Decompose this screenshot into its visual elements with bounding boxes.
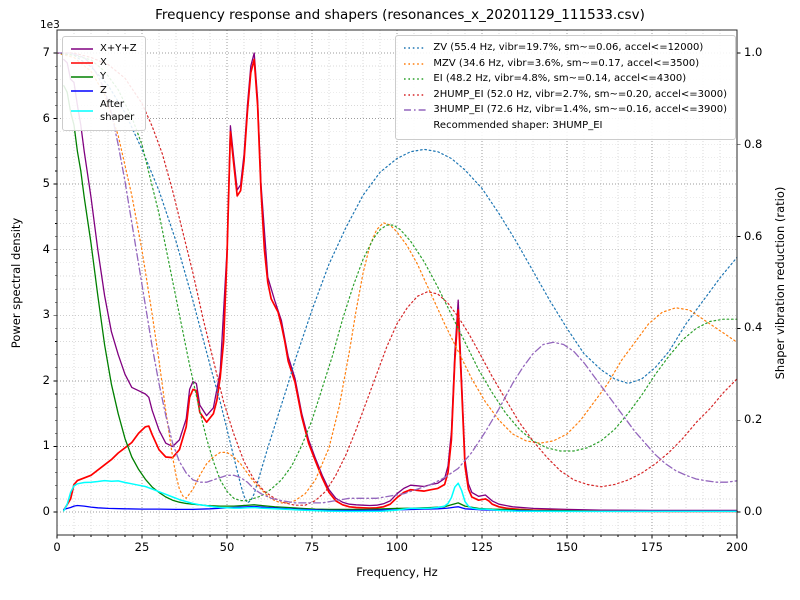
plot-border <box>56 29 738 536</box>
legend-note-spacer <box>403 120 427 132</box>
shaper-3hump-ei-line <box>56 52 738 504</box>
psd-z-line <box>63 504 738 512</box>
x-tick-label: 75 <box>304 540 320 554</box>
y-right-tick-label: 0.2 <box>744 412 763 427</box>
x-tick-label: 125 <box>471 540 493 554</box>
y-axis-label-left: Power spectral density <box>9 217 23 349</box>
legend-item-after-shaper: After shaper <box>70 98 137 124</box>
x-tick-label: 50 <box>219 540 235 554</box>
legend-item-y: Y <box>70 70 137 83</box>
y-left-tick-label: 2 <box>42 372 50 387</box>
y-right-tick-label: 0.8 <box>744 136 763 151</box>
legend-swatch-2hump-ei <box>404 93 427 96</box>
legend-item-y-label: Y <box>100 71 107 82</box>
y-left-tick-label: 7 <box>42 44 50 59</box>
y-left-tick-label: 5 <box>42 176 50 191</box>
legend-item-z: Z <box>70 84 137 97</box>
shaper-zv-line <box>56 52 738 504</box>
legend-swatch-after-shaper <box>71 110 93 112</box>
legend-psd: X+Y+Z X Y Z After shaper <box>62 36 146 131</box>
y-right-tick-label: 0.0 <box>744 504 763 519</box>
psd-after-shaper-line <box>63 479 738 513</box>
y-axis-offset-text: 1e3 <box>40 19 60 31</box>
legend-swatch-y <box>71 75 93 78</box>
y-right-tick-label: 1.0 <box>744 44 763 59</box>
x-tick-label: 100 <box>386 540 408 554</box>
legend-item-ei: EI (48.2 Hz, vibr=4.8%, sm~=0.14, accel<… <box>403 72 727 87</box>
x-tick-label: 200 <box>726 540 748 554</box>
legend-swatch-ei <box>404 78 427 81</box>
legend-item-x-y-z-label: X+Y+Z <box>100 43 137 54</box>
y-left-tick-label: 1 <box>42 438 50 453</box>
legend-item-3hump-ei-label: 3HUMP_EI (72.6 Hz, vibr=1.4%, sm~=0.16, … <box>433 104 727 115</box>
legend-swatch-mzv <box>404 62 427 65</box>
legend-item-2hump-ei-label: 2HUMP_EI (52.0 Hz, vibr=2.7%, sm~=0.20, … <box>433 88 727 100</box>
legend-item-ei-label: EI (48.2 Hz, vibr=4.8%, sm~=0.14, accel<… <box>433 73 687 84</box>
legend-swatch-z <box>71 89 93 92</box>
legend-item-zv-label: ZV (55.4 Hz, vibr=19.7%, sm~=0.06, accel… <box>433 42 704 53</box>
legend-item-x-y-z: X+Y+Z <box>70 42 137 55</box>
x-tick-label: 0 <box>53 540 61 554</box>
legend-swatch-3hump-ei <box>404 109 427 112</box>
x-tick-label: 150 <box>556 540 578 554</box>
legend-item-2hump-ei: 2HUMP_EI (52.0 Hz, vibr=2.7%, sm~=0.20, … <box>403 88 727 103</box>
legend-item-recommended-shaper: Recommended shaper: 3HUMP_EI <box>403 119 727 134</box>
y-right-tick-label: 0.6 <box>744 228 763 243</box>
shaper-mzv-line <box>56 52 738 504</box>
legend-item-x-label: X <box>100 57 107 68</box>
legend-item-zv: ZV (55.4 Hz, vibr=19.7%, sm~=0.06, accel… <box>403 41 727 56</box>
legend-item-x: X <box>70 56 137 69</box>
legend-item-z-label: Z <box>100 85 107 96</box>
legend-item-mzv: MZV (34.6 Hz, vibr=3.6%, sm~=0.17, accel… <box>403 57 727 72</box>
chart-title: Frequency response and shapers (resonanc… <box>155 7 645 23</box>
legend-item-mzv-label: MZV (34.6 Hz, vibr=3.6%, sm~=0.17, accel… <box>433 57 700 69</box>
y-axis-label-right: Shaper vibration reduction (ratio) <box>773 186 787 380</box>
legend-item-recommended-shaper-label: Recommended shaper: 3HUMP_EI <box>433 119 603 131</box>
x-tick-label: 175 <box>641 540 663 554</box>
series-lines <box>56 52 738 513</box>
psd-y-line <box>63 85 738 512</box>
psd-x-line <box>62 58 738 513</box>
legend-item-after-shaper-label: After shaper <box>100 99 135 123</box>
y-left-tick-label: 6 <box>42 110 50 125</box>
y-left-tick-label: 4 <box>42 241 50 256</box>
y-left-tick-label: 3 <box>42 307 50 322</box>
shaper-2hump-ei-line <box>56 52 738 506</box>
y-left-tick-label: 0 <box>42 504 50 519</box>
legend-swatch-zv <box>404 47 427 50</box>
legend-swatch-x-y-z <box>71 47 93 50</box>
legend-swatch-x <box>71 61 93 64</box>
legend-item-3hump-ei: 3HUMP_EI (72.6 Hz, vibr=1.4%, sm~=0.16, … <box>403 103 727 118</box>
shaper-ei-line <box>56 52 738 502</box>
y-right-tick-label: 0.4 <box>744 320 763 335</box>
legend-shapers: ZV (55.4 Hz, vibr=19.7%, sm~=0.06, accel… <box>395 35 736 140</box>
x-tick-label: 25 <box>134 540 150 554</box>
x-axis-label: Frequency, Hz <box>356 565 438 579</box>
